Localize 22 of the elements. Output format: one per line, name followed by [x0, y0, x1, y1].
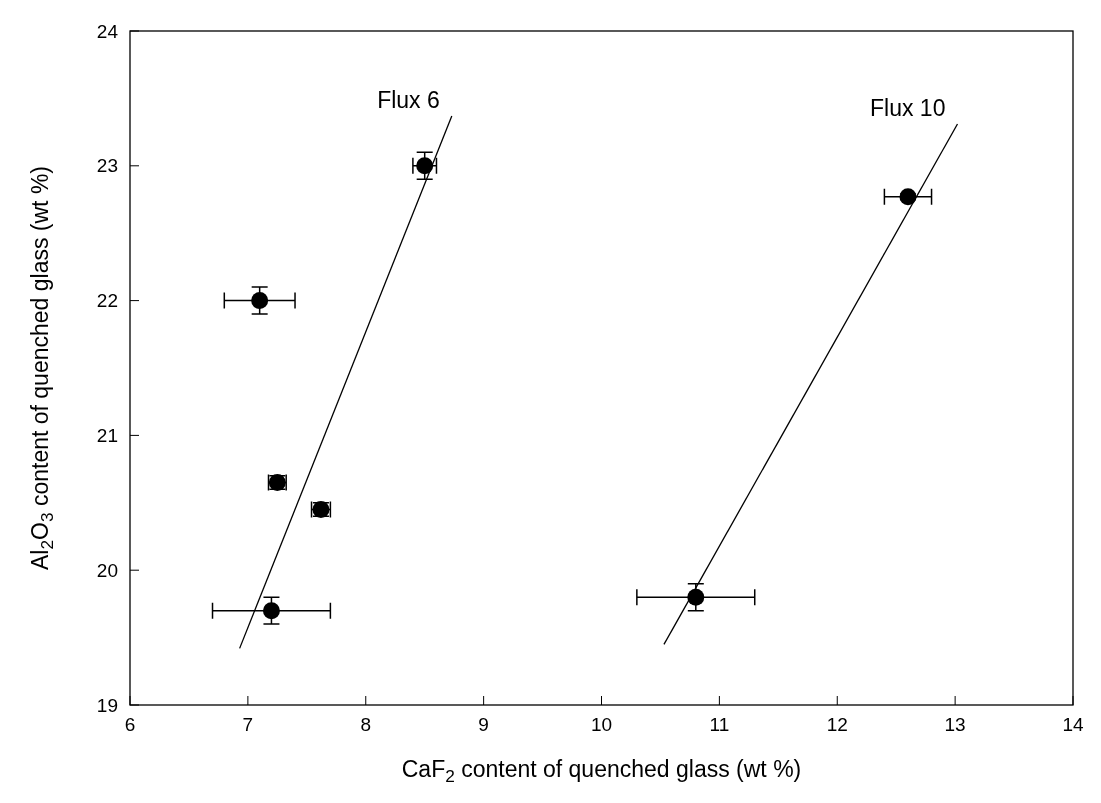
x-axis-title: CaF$_{2}$ content of quenched glass (wt %): [401, 756, 802, 787]
y-tick-label: 19: [96, 694, 118, 716]
x-tick-label: 10: [590, 714, 613, 735]
x-tick-label: 11: [709, 714, 730, 735]
x-tick-label: 7: [242, 714, 254, 735]
annotation: Flux 6: [377, 86, 440, 113]
point: [416, 157, 434, 175]
y-tick-label: 22: [96, 290, 118, 312]
x-tick-label: 6: [124, 714, 136, 735]
y-tick-label: 24: [96, 20, 119, 42]
y-tick-label: 23: [96, 155, 118, 177]
point: [262, 602, 280, 620]
x-tick-label: 8: [360, 714, 372, 735]
x-tick-label: 14: [1062, 714, 1084, 735]
annotation: Flux 10: [870, 95, 946, 122]
y-tick-label: 20: [96, 559, 118, 581]
x-tick-label: 12: [826, 714, 848, 735]
x-tick-label: 13: [944, 714, 966, 735]
x-tick-label: 9: [478, 714, 489, 735]
point: [251, 292, 269, 310]
point: [899, 188, 917, 206]
y-tick-label: 21: [96, 425, 118, 447]
